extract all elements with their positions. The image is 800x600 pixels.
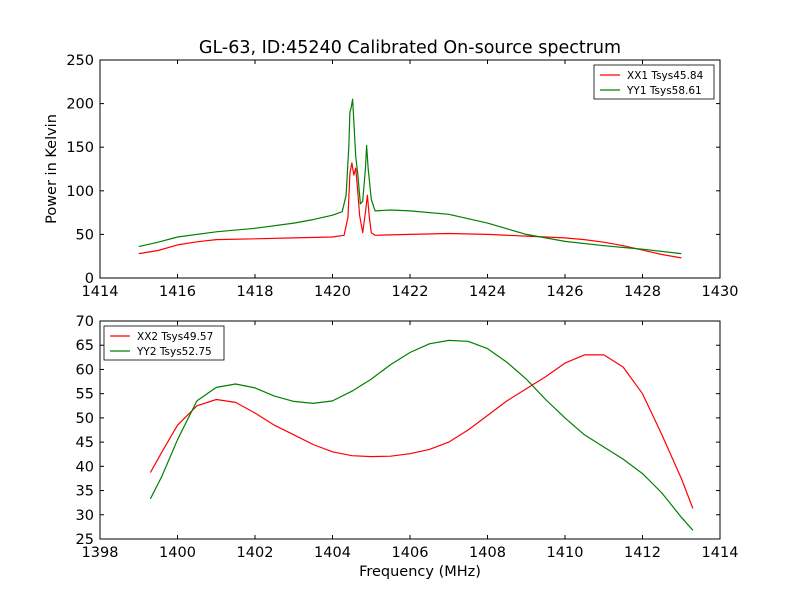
x-tick-label: 1418 [237,284,274,300]
y-axis-label: Power in Kelvin [44,114,60,224]
y-tick-label: 50 [76,227,94,243]
y-tick-label: 150 [66,140,94,156]
x-tick-label: 1400 [159,545,196,561]
series-line-xx [138,162,682,259]
bottom-panel: 1398 1400 1402 1404 1406 1408 1410 1412 1414 25 30… [76,314,739,580]
legend-entry: YY1 Tsys58.61 [626,85,702,97]
series-line-xx [149,354,694,509]
y-tick-label: 55 [76,387,94,403]
x-tick-label: 1428 [624,284,661,300]
legend-entry: XX1 Tsys45.84 [627,70,704,82]
y-tick-label: 30 [76,508,94,524]
legend-box [593,64,715,100]
x-tick-label: 1422 [392,284,429,300]
y-tick-label: 200 [66,97,94,113]
chart-title: GL-63, ID:45240 Calibrated On-source spe… [199,38,621,58]
y-tick-label: 50 [76,411,94,427]
top-panel: 1414 1416 1418 1420 1422 1424 1426 1428 1430 0 50 1… [44,53,738,300]
y-tick-label: 100 [66,184,94,200]
series-line-yy [149,339,694,531]
y-tick-label: 60 [76,362,94,378]
y-tick-label: 35 [76,484,94,500]
x-tick-label: 1404 [314,545,351,561]
y-tick-label: 65 [76,338,94,354]
x-tick-label: 1416 [159,284,196,300]
legend: XX2 Tsys49.57 YY2 Tsys52.75 [103,325,225,361]
legend-box [103,325,225,361]
y-tick-label: 70 [76,314,94,330]
x-tick-label: 1398 [82,545,119,561]
y-tick-label: 0 [85,271,94,287]
legend-entry: YY2 Tsys52.75 [136,346,212,358]
y-tick-label: 45 [76,435,94,451]
legend: XX1 Tsys45.84 YY1 Tsys58.61 [593,64,715,100]
x-tick-label: 1420 [314,284,351,300]
y-tick-label: 25 [76,532,94,548]
x-tick-label: 1406 [392,545,429,561]
x-tick-label: 1402 [237,545,274,561]
y-tick-label: 250 [66,53,94,69]
x-tick-label: 1414 [702,545,739,561]
x-tick-label: 1430 [702,284,739,300]
legend-entry: XX2 Tsys49.57 [137,331,213,343]
x-tick-label: 1426 [547,284,584,300]
x-tick-label: 1410 [547,545,584,561]
x-axis-label: Frequency (MHz) [359,564,481,580]
series-line-yy [138,98,682,255]
x-tick-label: 1412 [624,545,661,561]
x-tick-label: 1408 [469,545,506,561]
y-tick-label: 40 [76,459,94,475]
x-tick-label: 1414 [82,284,119,300]
x-tick-label: 1424 [469,284,506,300]
